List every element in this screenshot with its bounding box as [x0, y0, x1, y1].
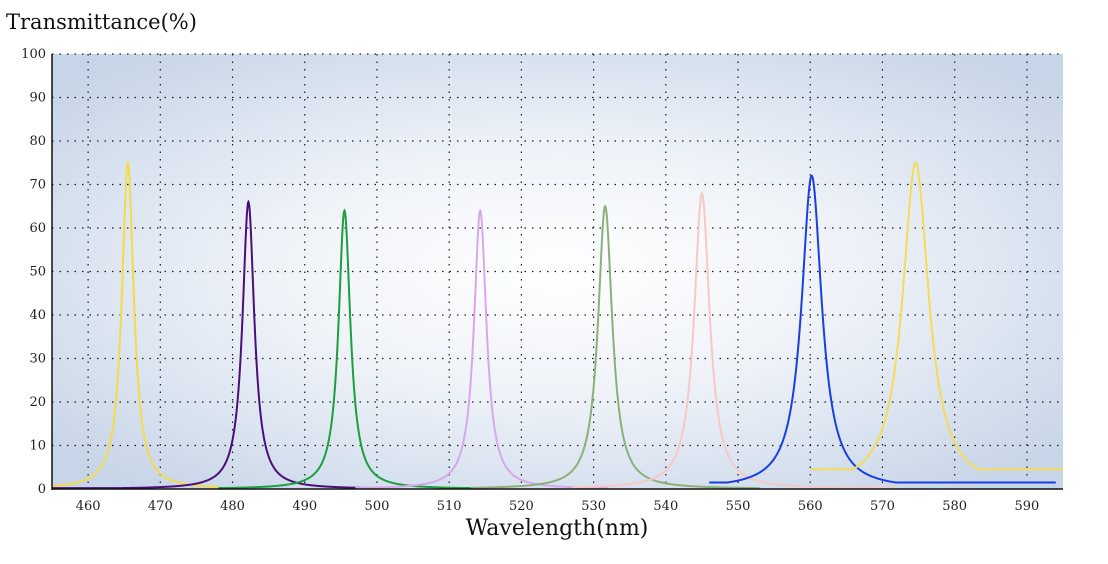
y-axis-title: Transmittance(%)	[6, 10, 197, 34]
x-tick-label: 580	[942, 499, 967, 514]
y-tick-label: 100	[21, 47, 46, 62]
x-tick-label: 460	[76, 499, 101, 514]
series-line-3	[218, 208, 471, 489]
axes	[51, 54, 1063, 490]
series-line-4	[355, 208, 609, 489]
x-tick-label: 510	[437, 499, 462, 514]
x-tick-label: 540	[653, 499, 678, 514]
x-tick-label: 480	[220, 499, 245, 514]
x-tick-label: 490	[292, 499, 317, 514]
x-tick-label: 590	[1014, 499, 1039, 514]
y-tick-label: 80	[29, 134, 46, 149]
y-tick-labels: 0 10 20 30 40 50 60 70 80 90 100	[21, 47, 46, 497]
x-tick-label: 560	[798, 499, 823, 514]
y-tick-label: 70	[29, 178, 46, 193]
x-tick-label: 470	[148, 499, 173, 514]
y-tick-label: 40	[29, 308, 46, 323]
x-tick-label: 550	[726, 499, 751, 514]
series-line-5	[470, 204, 760, 489]
series-line-8	[810, 161, 1063, 471]
grid-lines	[52, 53, 1063, 489]
series-line-2	[52, 199, 377, 489]
x-axis-title: Wavelength(nm)	[465, 516, 649, 541]
y-tick-label: 10	[29, 439, 46, 454]
x-tick-label: 570	[870, 499, 895, 514]
y-tick-label: 60	[29, 221, 46, 236]
y-tick-label: 20	[29, 395, 46, 410]
x-tick-labels: 460 470 480 490 500 510 520 530 540 550 560 570 580 5…	[76, 499, 1040, 514]
y-tick-label: 50	[29, 265, 46, 280]
plot-area	[52, 54, 1063, 489]
y-tick-label: 30	[29, 352, 46, 367]
series-group	[52, 160, 1063, 489]
y-tick-label: 90	[29, 91, 46, 106]
x-tick-label: 530	[581, 499, 606, 514]
series-line-6	[571, 191, 897, 489]
x-tick-label: 500	[365, 499, 390, 514]
series-line-7	[709, 174, 1056, 484]
y-tick-label: 0	[38, 482, 46, 497]
x-tick-label: 520	[509, 499, 534, 514]
